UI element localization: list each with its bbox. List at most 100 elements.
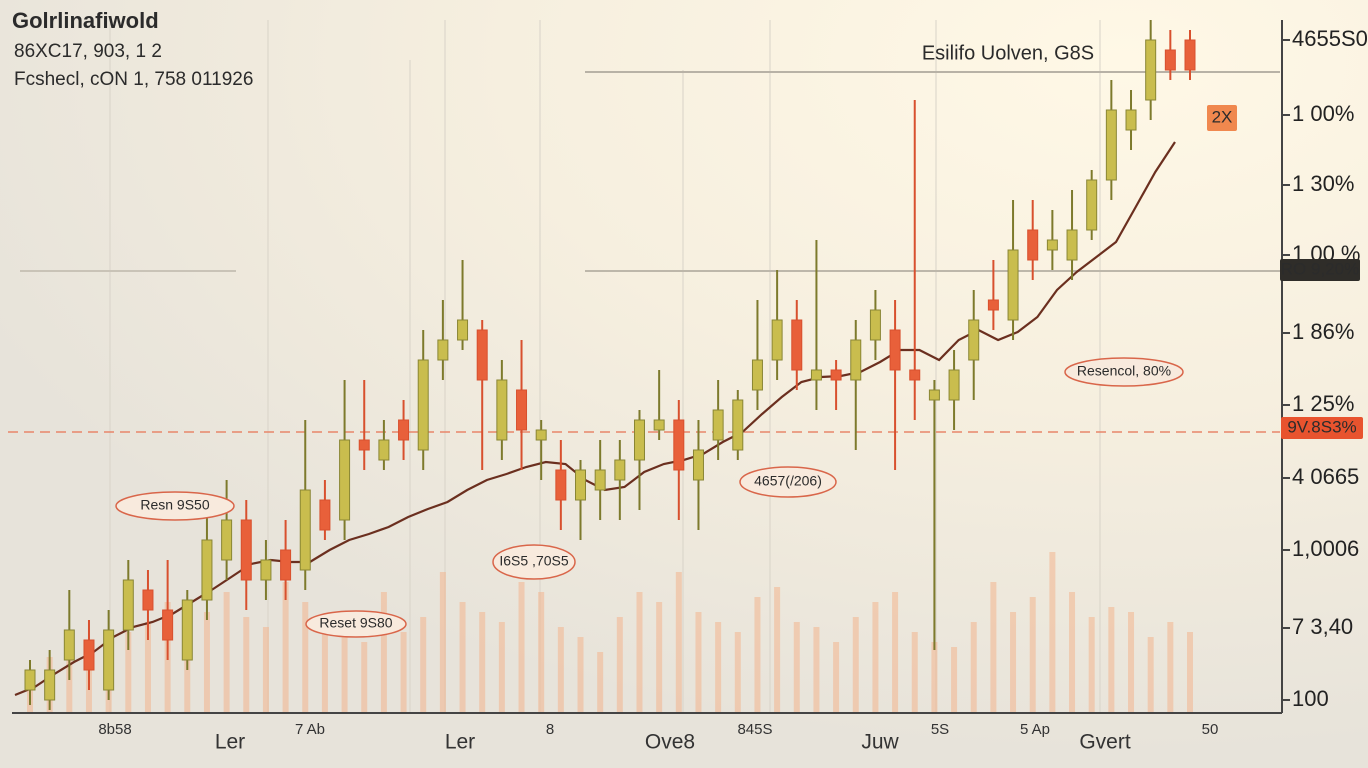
volume-bar — [125, 632, 132, 712]
volume-bar — [1147, 637, 1154, 712]
x-tick-label: 845S — [737, 721, 772, 738]
candle-body — [240, 519, 252, 581]
volume-bar — [951, 647, 958, 712]
candle-body — [1105, 109, 1117, 181]
volume-bar — [361, 642, 368, 712]
volume-bar — [597, 652, 604, 712]
volume-bar — [1029, 597, 1036, 712]
x-tick-label: 7 Ab — [295, 721, 325, 738]
candle-body — [358, 439, 370, 451]
volume-bar — [498, 622, 505, 712]
volume-bar — [695, 612, 702, 712]
x-tick-label: 8 — [546, 721, 554, 738]
annotation: Reset 9S80 — [319, 615, 392, 631]
annotation-tag — [1207, 105, 1237, 131]
candle-body — [299, 489, 311, 571]
annotation: Resencol, 80% — [1077, 363, 1171, 379]
volume-bar — [321, 622, 328, 712]
candle-body — [928, 389, 940, 401]
volume-bar — [282, 582, 289, 712]
candle-body — [1184, 39, 1196, 71]
x-tick-label: 8b58 — [98, 721, 131, 738]
candle-body — [1027, 229, 1039, 261]
x-tick-label: Gvert — [1079, 731, 1131, 754]
volume-bar — [380, 592, 387, 712]
x-tick-label: 5S — [931, 721, 949, 738]
candle-body — [63, 629, 75, 661]
volume-bar — [518, 582, 525, 712]
annotation-oval — [115, 491, 235, 521]
volume-bar — [715, 622, 722, 712]
volume-bar — [734, 632, 741, 712]
volume-bar — [557, 627, 564, 712]
volume-bar — [223, 592, 230, 712]
candle-body — [673, 419, 685, 471]
candle-body — [791, 319, 803, 371]
y-tick-label: 100 — [1292, 686, 1329, 711]
candle-body — [496, 379, 508, 441]
volume-bar — [1049, 552, 1056, 712]
candle-body — [732, 399, 744, 451]
chart-subtitle: 86XC17, 903, 1 2 — [14, 41, 162, 62]
candle-body — [417, 359, 429, 451]
volume-bar — [1167, 622, 1174, 712]
volume-bar — [833, 642, 840, 712]
volume-bar — [852, 617, 859, 712]
candle-body — [476, 329, 488, 381]
volume-bar — [439, 572, 446, 712]
candle-body — [535, 429, 547, 441]
annotation: 2X — [1212, 107, 1233, 126]
candle-body — [1164, 49, 1176, 71]
candle-body — [339, 439, 351, 521]
volume-bar — [203, 612, 210, 712]
candle-body — [692, 449, 704, 481]
y-tick-label: 1,0006 — [1292, 536, 1359, 561]
volume-bar — [302, 602, 309, 712]
candle-body — [1066, 229, 1078, 261]
candle-body — [830, 369, 842, 381]
candle-body — [260, 559, 272, 581]
volume-bar — [1108, 607, 1115, 712]
annotation-oval — [739, 466, 837, 498]
volume-bar — [1088, 617, 1095, 712]
candle-body — [280, 549, 292, 581]
volume-bar — [184, 637, 191, 712]
candle-body — [633, 419, 645, 461]
volume-bar — [1069, 592, 1076, 712]
candle-body — [44, 669, 56, 701]
annotation: I6S5 ,70S5 — [499, 553, 568, 569]
annotation-oval — [492, 544, 576, 580]
x-tick-label: Juw — [861, 731, 899, 754]
x-tick-label: Ler — [215, 731, 245, 754]
candle-body — [398, 419, 410, 441]
volume-bar — [479, 612, 486, 712]
candle-body — [103, 629, 115, 691]
volume-bar — [990, 582, 997, 712]
volume-bar — [538, 592, 545, 712]
candle-body — [751, 359, 763, 391]
volume-bar — [459, 602, 466, 712]
annotation-tag — [1280, 259, 1360, 281]
candle-body — [614, 459, 626, 481]
annotation: Esilifo Uolven, G8S — [922, 42, 1094, 64]
volume-bar — [262, 627, 269, 712]
candle-body — [122, 579, 134, 631]
candle-body — [1007, 249, 1019, 321]
x-tick-label: 50 — [1202, 721, 1219, 738]
x-tick-label: Ler — [445, 731, 475, 754]
volume-bar — [400, 632, 407, 712]
volume-bar — [341, 612, 348, 712]
volume-bar — [420, 617, 427, 712]
volume-bar — [970, 622, 977, 712]
candle-body — [889, 329, 901, 371]
candle-body — [319, 499, 331, 531]
candle-body — [850, 339, 862, 381]
candle-body — [712, 409, 724, 441]
annotation: 4657(/206) — [754, 473, 822, 489]
volume-bar — [656, 602, 663, 712]
candle-body — [869, 309, 881, 341]
chart-title: Golrlinafiwold — [12, 8, 159, 33]
volume-bar — [813, 627, 820, 712]
candle-body — [1125, 109, 1137, 131]
